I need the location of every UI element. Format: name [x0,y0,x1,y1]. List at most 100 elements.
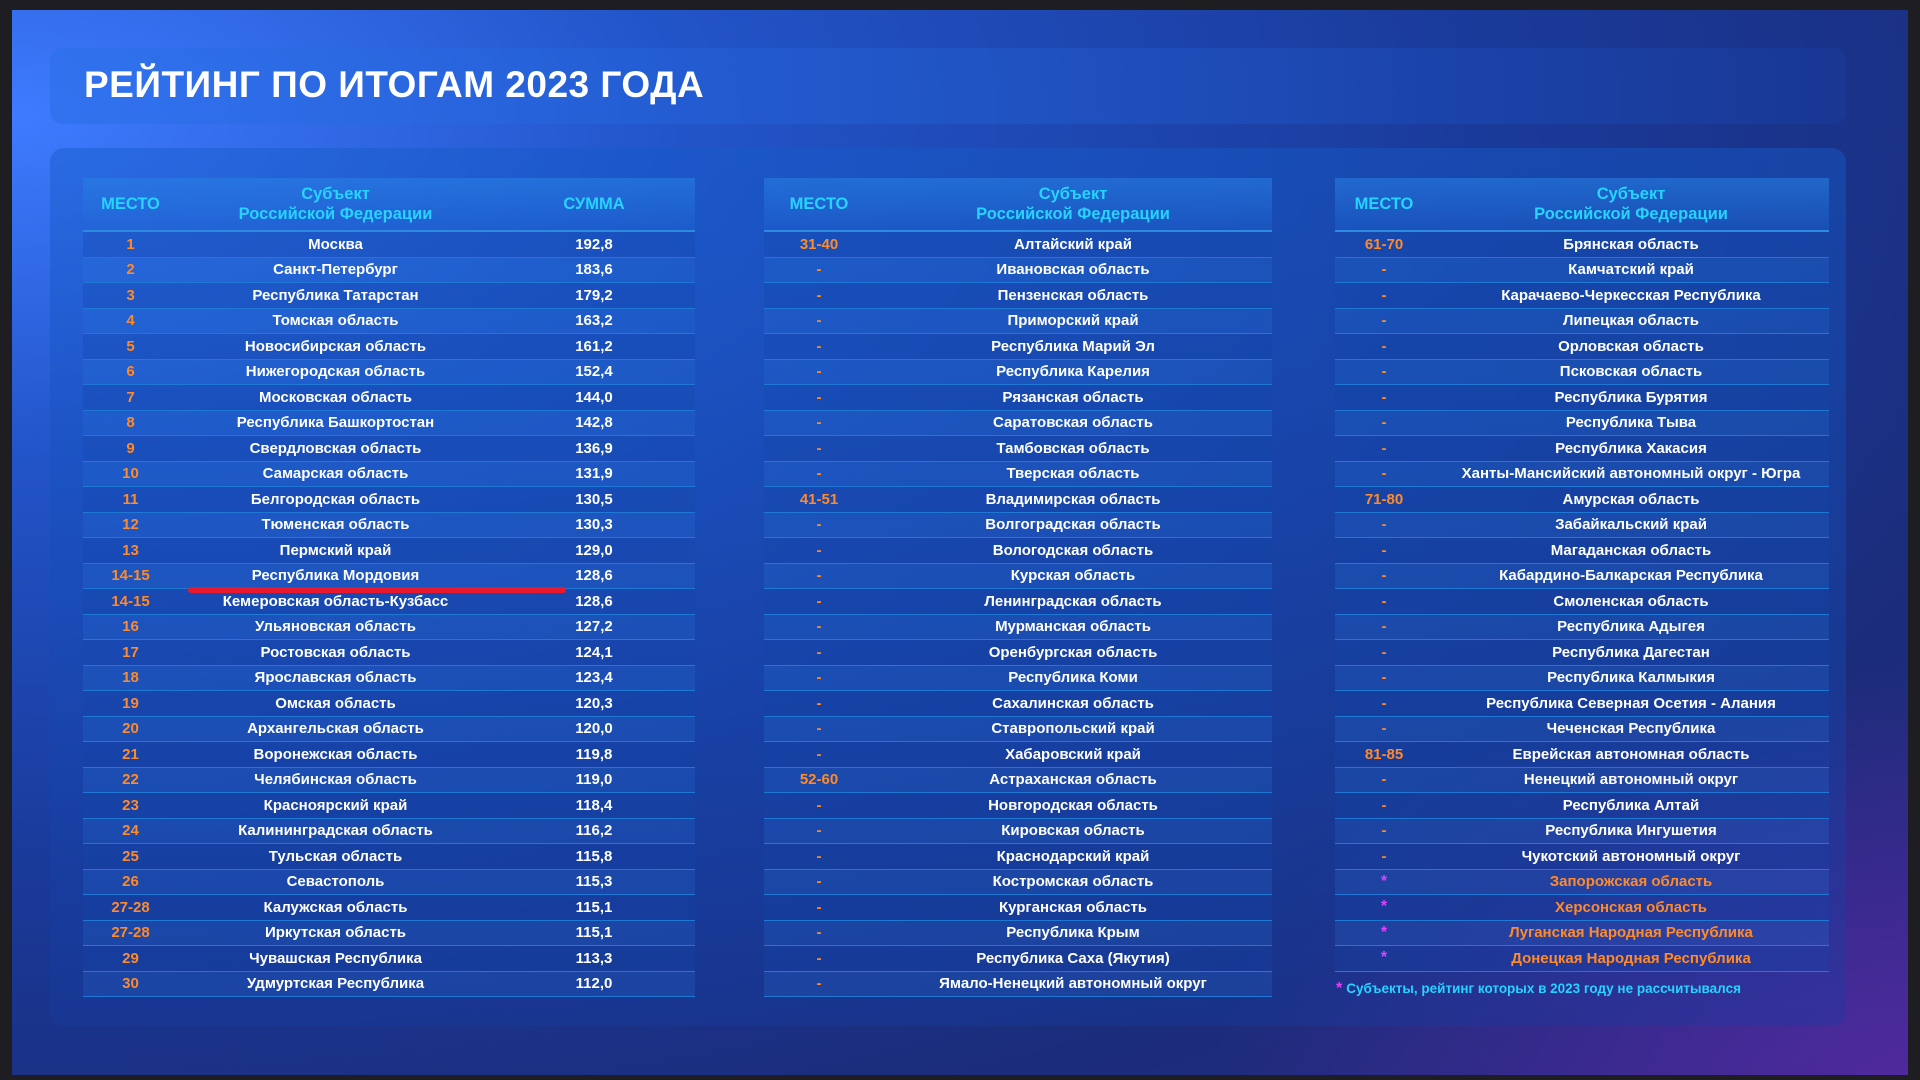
table-row: - Чукотский автономный округ [1335,844,1829,870]
place-cell: 20 [122,720,139,738]
place-cell: - [1381,796,1387,814]
table-row: - Республика Адыгея [1335,614,1829,640]
place-cell: - [1381,592,1387,610]
table-row: 6 Нижегородская область 152,4 [83,359,695,385]
header-sum: СУММА [563,195,625,213]
table-row: - Пензенская область [764,283,1272,309]
subject-cell: Кировская область [1001,822,1145,840]
sum-cell: 130,5 [575,490,613,508]
sum-cell: 183,6 [575,261,613,279]
subject-cell: Республика Ингушетия [1545,822,1717,840]
place-cell: 27-28 [111,898,150,916]
table-row: 24 Калининградская область 116,2 [83,818,695,844]
place-cell: * [1380,949,1388,967]
subject-cell: Ростовская область [260,643,411,661]
place-cell: 61-70 [1364,235,1404,253]
place-cell: 6 [126,363,135,381]
table-row: - Республика Северная Осетия - Алания [1335,691,1829,717]
table-header: МЕСТО Субъект Российской Федерации [1335,178,1829,232]
table-row: - Сахалинская область [764,691,1272,717]
table-row: 5 Новосибирская область 161,2 [83,334,695,360]
place-cell: - [1381,465,1387,483]
subject-cell: Ставропольский край [991,720,1155,738]
table-row: - Курская область [764,563,1272,589]
table-row: - Ленинградская область [764,589,1272,615]
subject-cell: Амурская область [1562,490,1700,508]
subject-cell: Тюменская область [261,516,410,534]
sum-cell: 127,2 [575,618,613,636]
sum-cell: 120,0 [575,720,613,738]
ranking-table-2: МЕСТО Субъект Российской Федерации 31-40… [764,178,1272,997]
table-row: * Донецкая Народная Республика [1335,946,1829,972]
place-cell: - [1381,771,1387,789]
table-header: МЕСТО Субъект Российской Федерации [764,178,1272,232]
table-row: - Карачаево-Черкесская Республика [1335,283,1829,309]
place-cell: - [1381,414,1387,432]
place-cell: - [1381,694,1387,712]
table-row: 10 Самарская область 131,9 [83,461,695,487]
subject-cell: Республика Бурятия [1554,388,1708,406]
sum-cell: 124,1 [575,643,613,661]
sum-cell: 120,3 [575,694,613,712]
table-row: 17 Ростовская область 124,1 [83,640,695,666]
subject-cell: Запорожская область [1549,873,1713,891]
subject-cell: Волгоградская область [985,516,1161,534]
table-row: 31-40 Алтайский край [764,232,1272,258]
header-place: МЕСТО [101,195,160,213]
subject-cell: Пермский край [279,541,392,559]
subject-cell: Еврейская автономная область [1512,745,1750,763]
subject-cell: Тверская область [1006,465,1140,483]
subject-cell: Карачаево-Черкесская Республика [1501,286,1761,304]
subject-cell: Республика Хакасия [1555,439,1707,457]
place-cell: 10 [122,465,139,483]
table-row: - Республика Дагестан [1335,640,1829,666]
table-row: - Приморский край [764,308,1272,334]
table-row: 61-70 Брянская область [1335,232,1829,258]
table-row: - Республика Коми [764,665,1272,691]
table-row: 1 Москва 192,8 [83,232,695,258]
subject-cell: Республика Мордовия [251,567,420,585]
subject-cell: Челябинская область [254,771,417,789]
table-row: - Орловская область [1335,334,1829,360]
subject-cell: Калужская область [263,898,408,916]
subject-cell: Костромская область [992,873,1154,891]
table-row: 29 Чувашская Республика 113,3 [83,946,695,972]
table-body: 31-40 Алтайский край - Ивановская область - П… [764,232,1272,997]
sum-cell: 128,6 [575,567,613,585]
subject-cell: Нижегородская область [245,363,426,381]
place-cell: 24 [122,822,139,840]
table-row: - Курганская область [764,895,1272,921]
subject-cell: Саратовская область [993,414,1153,432]
subject-cell: Луганская Народная Республика [1509,924,1753,942]
place-cell: - [816,541,822,559]
table-row: 21 Воронежская область 119,8 [83,742,695,768]
place-cell: 4 [126,312,135,330]
table-row: 3 Республика Татарстан 179,2 [83,283,695,309]
place-cell: - [816,312,822,330]
table-row: - Забайкальский край [1335,512,1829,538]
table-row: 27-28 Калужская область 115,1 [83,895,695,921]
place-cell: - [816,618,822,636]
sum-cell: 128,6 [575,592,613,610]
place-cell: - [816,873,822,891]
place-cell: 14-15 [111,567,150,585]
table-row: 30 Удмуртская Республика 112,0 [83,971,695,997]
table-row: 26 Севастополь 115,3 [83,869,695,895]
place-cell: - [1381,439,1387,457]
table-row: - Республика Калмыкия [1335,665,1829,691]
table-row: 18 Ярославская область 123,4 [83,665,695,691]
table-row: 19 Омская область 120,3 [83,691,695,717]
subject-cell: Санкт-Петербург [273,261,398,279]
table-row: 9 Свердловская область 136,9 [83,436,695,462]
table-row: 27-28 Иркутская область 115,1 [83,920,695,946]
sum-cell: 115,3 [575,873,613,891]
place-cell: 14-15 [111,592,150,610]
place-cell: 29 [122,949,139,967]
subject-cell: Воронежская область [253,745,418,763]
sum-cell: 192,8 [575,235,613,253]
table-row: 81-85 Еврейская автономная область [1335,742,1829,768]
place-cell: - [816,363,822,381]
table-row: 14-15 Кемеровская область-Кузбасс 128,6 [83,589,695,615]
table-row: * Запорожская область [1335,869,1829,895]
table-row: 20 Архангельская область 120,0 [83,716,695,742]
